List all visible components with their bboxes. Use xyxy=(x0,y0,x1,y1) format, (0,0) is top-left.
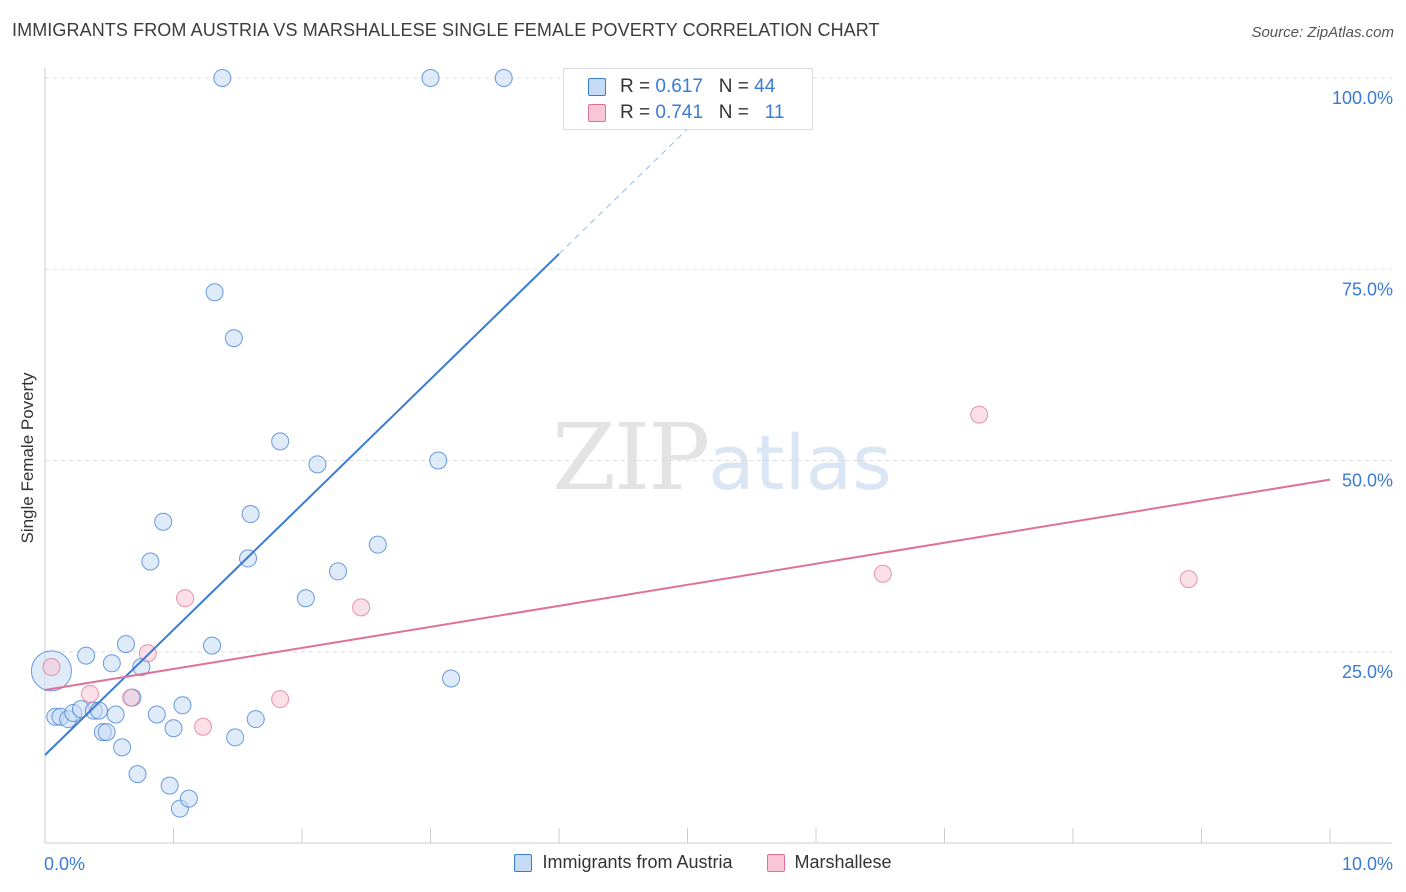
point-marshallese-7 xyxy=(352,598,371,617)
y-tick-label-1: 50.0% xyxy=(1342,471,1393,491)
point-austria-42 xyxy=(494,69,513,87)
point-austria-18 xyxy=(141,552,160,571)
n-value-austria: 44 xyxy=(754,76,776,97)
point-austria-29 xyxy=(224,329,243,348)
n-label: N = xyxy=(718,102,755,123)
point-austria-26 xyxy=(203,636,222,655)
point-austria-37 xyxy=(328,562,347,581)
point-austria-25 xyxy=(179,789,198,808)
watermark-zip: ZIP xyxy=(552,404,710,511)
y-tick-label-2: 75.0% xyxy=(1342,279,1393,299)
point-marshallese-10 xyxy=(1179,570,1198,589)
point-austria-22 xyxy=(164,719,183,738)
point-marshallese-9 xyxy=(970,405,989,424)
point-austria-30 xyxy=(226,728,245,747)
legend-swatch-marshallese xyxy=(766,853,785,872)
r-label: R = xyxy=(620,76,656,97)
legend-label-austria: Immigrants from Austria xyxy=(542,852,733,872)
point-austria-40 xyxy=(429,451,448,470)
point-marshallese-1 xyxy=(80,684,99,703)
point-austria-6 xyxy=(77,646,96,665)
n-label: N = xyxy=(718,76,755,97)
point-austria-38 xyxy=(368,535,387,554)
x-tick-label-0: 0.0% xyxy=(44,854,85,874)
legend: Immigrants from Austria Marshallese xyxy=(0,852,1406,873)
point-austria-14 xyxy=(116,635,135,654)
point-austria-11 xyxy=(102,654,121,673)
point-austria-13 xyxy=(113,738,132,757)
point-austria-8 xyxy=(89,701,108,720)
r-label: R = xyxy=(620,102,656,123)
point-marshallese-4 xyxy=(176,589,195,608)
y-tick-label-3: 100.0% xyxy=(1332,88,1393,108)
stats-swatch-marshallese xyxy=(588,104,606,122)
point-marshallese-0 xyxy=(42,658,61,677)
point-austria-24 xyxy=(173,696,192,715)
legend-item-marshallese[interactable]: Marshallese xyxy=(766,852,892,873)
point-austria-36 xyxy=(308,455,327,474)
source-label: Source: ZipAtlas.com xyxy=(1251,24,1394,41)
n-value-marshallese: 11 xyxy=(764,102,785,123)
point-austria-35 xyxy=(296,589,315,608)
point-austria-21 xyxy=(160,776,179,795)
chart-title: IMMIGRANTS FROM AUSTRIA VS MARSHALLESE S… xyxy=(12,20,880,40)
stats-text-austria: R = 0.617 N = 44 xyxy=(620,76,775,98)
watermark: ZIPatlas xyxy=(552,404,892,511)
point-austria-39 xyxy=(421,69,440,87)
point-marshallese-6 xyxy=(271,690,290,709)
point-austria-28 xyxy=(213,69,232,87)
point-marshallese-5 xyxy=(194,717,213,736)
point-austria-12 xyxy=(106,705,125,724)
legend-item-austria[interactable]: Immigrants from Austria xyxy=(514,852,733,873)
stats-swatch-austria xyxy=(588,78,606,96)
point-austria-19 xyxy=(147,705,166,724)
stats-legend: R = 0.617 N = 44 R = 0.741 N = 11 xyxy=(563,68,813,130)
legend-swatch-austria xyxy=(514,853,533,872)
x-tick-label-1: 10.0% xyxy=(1342,854,1393,874)
point-austria-27 xyxy=(205,283,224,302)
point-austria-20 xyxy=(154,512,173,531)
y-tick-label-0: 25.0% xyxy=(1342,662,1393,682)
stats-text-marshallese: R = 0.741 N = 11 xyxy=(620,102,784,124)
trendline-austria xyxy=(44,253,560,756)
legend-label-marshallese: Marshallese xyxy=(794,852,892,872)
point-austria-34 xyxy=(271,432,290,451)
point-austria-33 xyxy=(246,710,265,729)
point-austria-16 xyxy=(128,765,147,784)
point-austria-41 xyxy=(442,669,461,688)
r-value-austria: 0.617 xyxy=(655,76,703,97)
trendline-marshallese xyxy=(44,478,1331,691)
point-austria-10 xyxy=(97,723,116,742)
r-value-marshallese: 0.741 xyxy=(655,102,703,123)
point-marshallese-2 xyxy=(122,688,141,707)
point-marshallese-8 xyxy=(873,564,892,583)
watermark-atlas: atlas xyxy=(708,418,892,507)
point-marshallese-3 xyxy=(138,644,157,663)
point-austria-32 xyxy=(241,505,260,524)
